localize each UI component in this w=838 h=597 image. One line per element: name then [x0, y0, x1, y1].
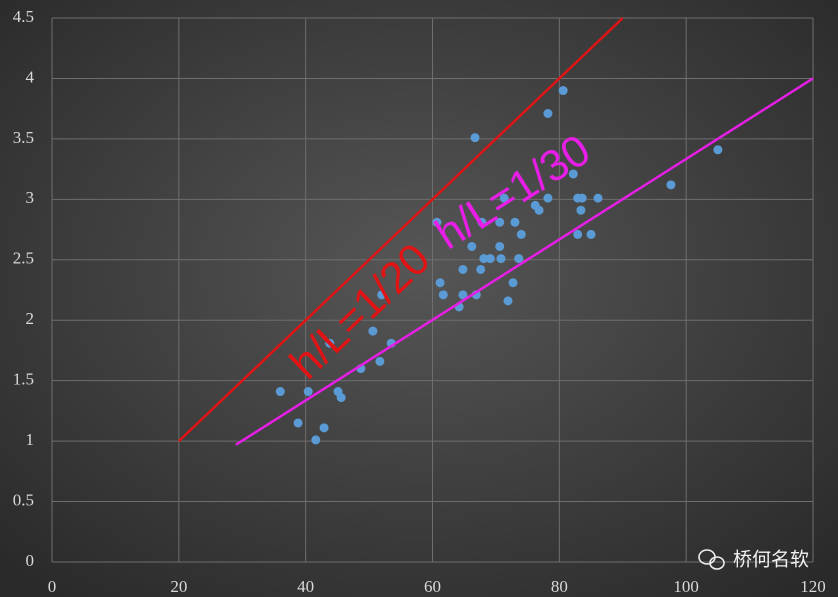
- point: [543, 109, 553, 119]
- point: [543, 193, 553, 203]
- x-tick-label: 40: [297, 577, 314, 596]
- point: [495, 217, 505, 227]
- point: [593, 193, 603, 203]
- point: [479, 254, 489, 264]
- y-tick-label: 1.5: [13, 370, 34, 389]
- point: [576, 205, 586, 215]
- point: [568, 169, 578, 179]
- point: [458, 290, 468, 300]
- point: [573, 229, 583, 239]
- watermark-icon: [698, 549, 725, 570]
- y-tick-label: 4: [26, 67, 35, 86]
- x-tick-label: 80: [551, 577, 568, 596]
- point: [510, 217, 520, 227]
- point: [319, 423, 329, 433]
- point: [467, 241, 477, 251]
- point: [336, 393, 346, 403]
- point: [375, 356, 385, 366]
- y-tick-label: 0.5: [13, 490, 34, 509]
- point: [435, 278, 445, 288]
- point: [275, 387, 285, 397]
- point: [377, 290, 387, 300]
- point: [303, 387, 313, 397]
- point: [293, 418, 303, 428]
- point: [477, 217, 487, 227]
- point: [499, 193, 509, 203]
- y-tick-label: 0: [26, 551, 35, 570]
- point: [485, 254, 495, 264]
- point: [325, 338, 335, 348]
- point: [470, 133, 480, 143]
- x-tick-label: 100: [673, 577, 699, 596]
- point: [503, 296, 513, 306]
- point: [368, 326, 378, 336]
- point: [508, 278, 518, 288]
- x-tick-label: 120: [800, 577, 826, 596]
- x-tick-label: 60: [424, 577, 441, 596]
- y-tick-label: 3.5: [13, 128, 34, 147]
- point: [558, 86, 568, 96]
- point: [458, 264, 468, 274]
- point: [311, 435, 321, 445]
- point: [496, 254, 506, 264]
- point: [516, 229, 526, 239]
- point: [432, 217, 442, 227]
- point: [577, 193, 587, 203]
- point: [495, 241, 505, 251]
- y-tick-label: 4.5: [13, 7, 34, 26]
- point: [534, 205, 544, 215]
- x-tick-label: 20: [170, 577, 187, 596]
- point: [514, 254, 524, 264]
- y-tick-label: 2: [26, 309, 35, 328]
- reference-line: [235, 77, 814, 446]
- reference-line: [177, 17, 624, 443]
- watermark: 桥何名软: [733, 549, 809, 571]
- x-tick-label: 0: [48, 577, 57, 596]
- y-tick-label: 1: [26, 430, 35, 449]
- point: [666, 180, 676, 190]
- point: [586, 229, 596, 239]
- point: [713, 145, 723, 155]
- point: [476, 264, 486, 274]
- y-tick-label: 3: [26, 188, 35, 207]
- point: [438, 290, 448, 300]
- y-tick-label: 2.5: [13, 249, 34, 268]
